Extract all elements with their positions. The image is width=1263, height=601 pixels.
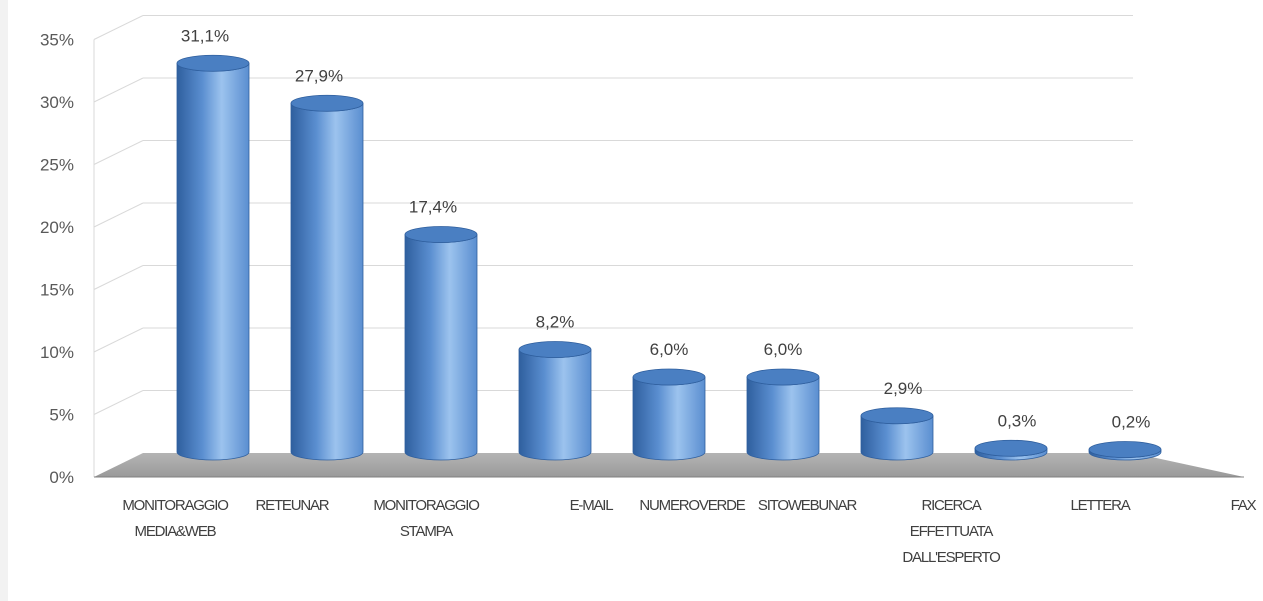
bar	[860, 407, 934, 461]
data-label: 31,1%	[181, 26, 229, 45]
data-label: 6,0%	[764, 340, 803, 359]
y-tick-label: 5%	[49, 406, 74, 425]
bar-chart: 0% 5% 10% 15% 20% 25% 30% 35% 31,1% 27,9% 17,4% 8,2…	[40, 15, 1258, 566]
data-label: 0,2%	[1112, 413, 1151, 432]
bar-top	[290, 94, 364, 112]
bar-body	[290, 103, 364, 461]
x-tick-label: SITOWEBUNAR	[758, 497, 858, 514]
data-label: 17,4%	[409, 198, 457, 217]
x-tick-label: NUMEROVERDE	[639, 497, 745, 514]
bar	[404, 226, 478, 461]
data-label: 0,3%	[998, 411, 1037, 430]
data-label: 2,9%	[884, 379, 923, 398]
y-tick-label: 10%	[40, 343, 74, 362]
x-tick-label: RETEUNAR	[256, 497, 330, 514]
side-gridline	[93, 390, 144, 415]
bar	[518, 341, 592, 461]
side-gridline	[93, 140, 144, 165]
x-tick-label: LETTERA	[1070, 497, 1130, 514]
side-gridline	[93, 202, 144, 228]
y-tick-label: 25%	[40, 156, 74, 175]
bar-body	[404, 234, 478, 461]
chart-frame: 0% 5% 10% 15% 20% 25% 30% 35% 31,1% 27,9% 17,4% 8,2…	[8, 0, 1263, 601]
chart-floor	[94, 453, 1244, 477]
bar-top	[1088, 441, 1162, 458]
bar-top	[404, 226, 478, 243]
bar-top	[974, 439, 1048, 457]
y-tick-label: 15%	[40, 281, 74, 300]
bar-top	[518, 341, 592, 358]
x-tick-label: MONITORAGGIO MEDIA&WEB	[122, 497, 228, 540]
side-gridline	[93, 327, 144, 353]
x-tick-label: E-MAIL	[570, 497, 614, 514]
y-tick-label: 35%	[40, 31, 74, 50]
x-tick-label: FAX	[1231, 497, 1257, 514]
data-label: 6,0%	[650, 340, 689, 359]
y-tick-label: 30%	[40, 93, 74, 112]
bar	[974, 439, 1048, 461]
data-label: 8,2%	[536, 313, 575, 332]
bar-body	[632, 376, 706, 461]
side-gridline	[93, 265, 144, 290]
bar-body	[518, 349, 592, 461]
bar-top	[860, 407, 934, 425]
x-tick-label: MONITORAGGIO STAMPA	[373, 497, 479, 540]
x-tick-label: RICERCA EFFETTUATA DALL'ESPERTO	[902, 497, 1000, 566]
y-tick-label: 20%	[40, 218, 74, 237]
bar-top	[176, 54, 250, 72]
bar	[632, 368, 706, 461]
bar	[746, 368, 820, 461]
bar	[1088, 441, 1162, 461]
bar-top	[746, 368, 820, 386]
side-gridline	[93, 15, 144, 40]
data-label: 27,9%	[295, 66, 343, 85]
bar	[290, 94, 364, 461]
bar-body	[746, 376, 820, 461]
y-tick-label: 0%	[49, 468, 74, 487]
bar	[176, 54, 250, 461]
side-gridline	[93, 77, 144, 103]
bar-top	[632, 368, 706, 386]
bar-body	[176, 63, 250, 461]
